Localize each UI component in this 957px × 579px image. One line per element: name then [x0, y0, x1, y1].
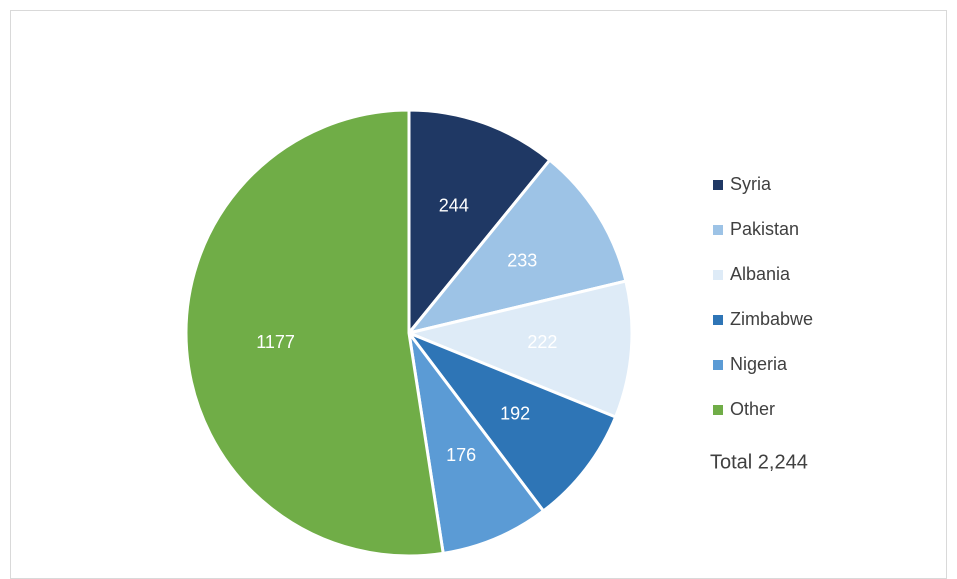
pie-slice — [405, 157, 628, 336]
legend-label: Nigeria — [730, 354, 788, 374]
legend-label: Syria — [730, 174, 772, 194]
legend-label: Zimbabwe — [730, 309, 813, 329]
data-label: 176 — [446, 445, 476, 465]
legend-swatch — [713, 225, 723, 235]
legend-swatch — [713, 405, 723, 415]
pie-slice — [407, 108, 552, 338]
legend-swatch — [713, 315, 723, 325]
legend-label: Pakistan — [730, 219, 799, 239]
legend-label: Other — [730, 399, 775, 419]
data-label: 244 — [439, 196, 469, 216]
data-label: 233 — [507, 251, 537, 271]
legend-swatch — [713, 180, 723, 190]
pie-slice — [407, 332, 546, 556]
legend-label: Albania — [730, 264, 791, 284]
pie-slice — [404, 279, 634, 419]
total-annotation: Total 2,244 — [710, 451, 808, 473]
legend-swatch — [713, 270, 723, 280]
data-label: 192 — [500, 403, 530, 423]
data-label: 222 — [527, 332, 557, 352]
legend-swatch — [713, 360, 723, 370]
data-label: 1177 — [256, 332, 295, 352]
pie-slice — [404, 329, 618, 514]
pie-slice — [184, 108, 445, 558]
